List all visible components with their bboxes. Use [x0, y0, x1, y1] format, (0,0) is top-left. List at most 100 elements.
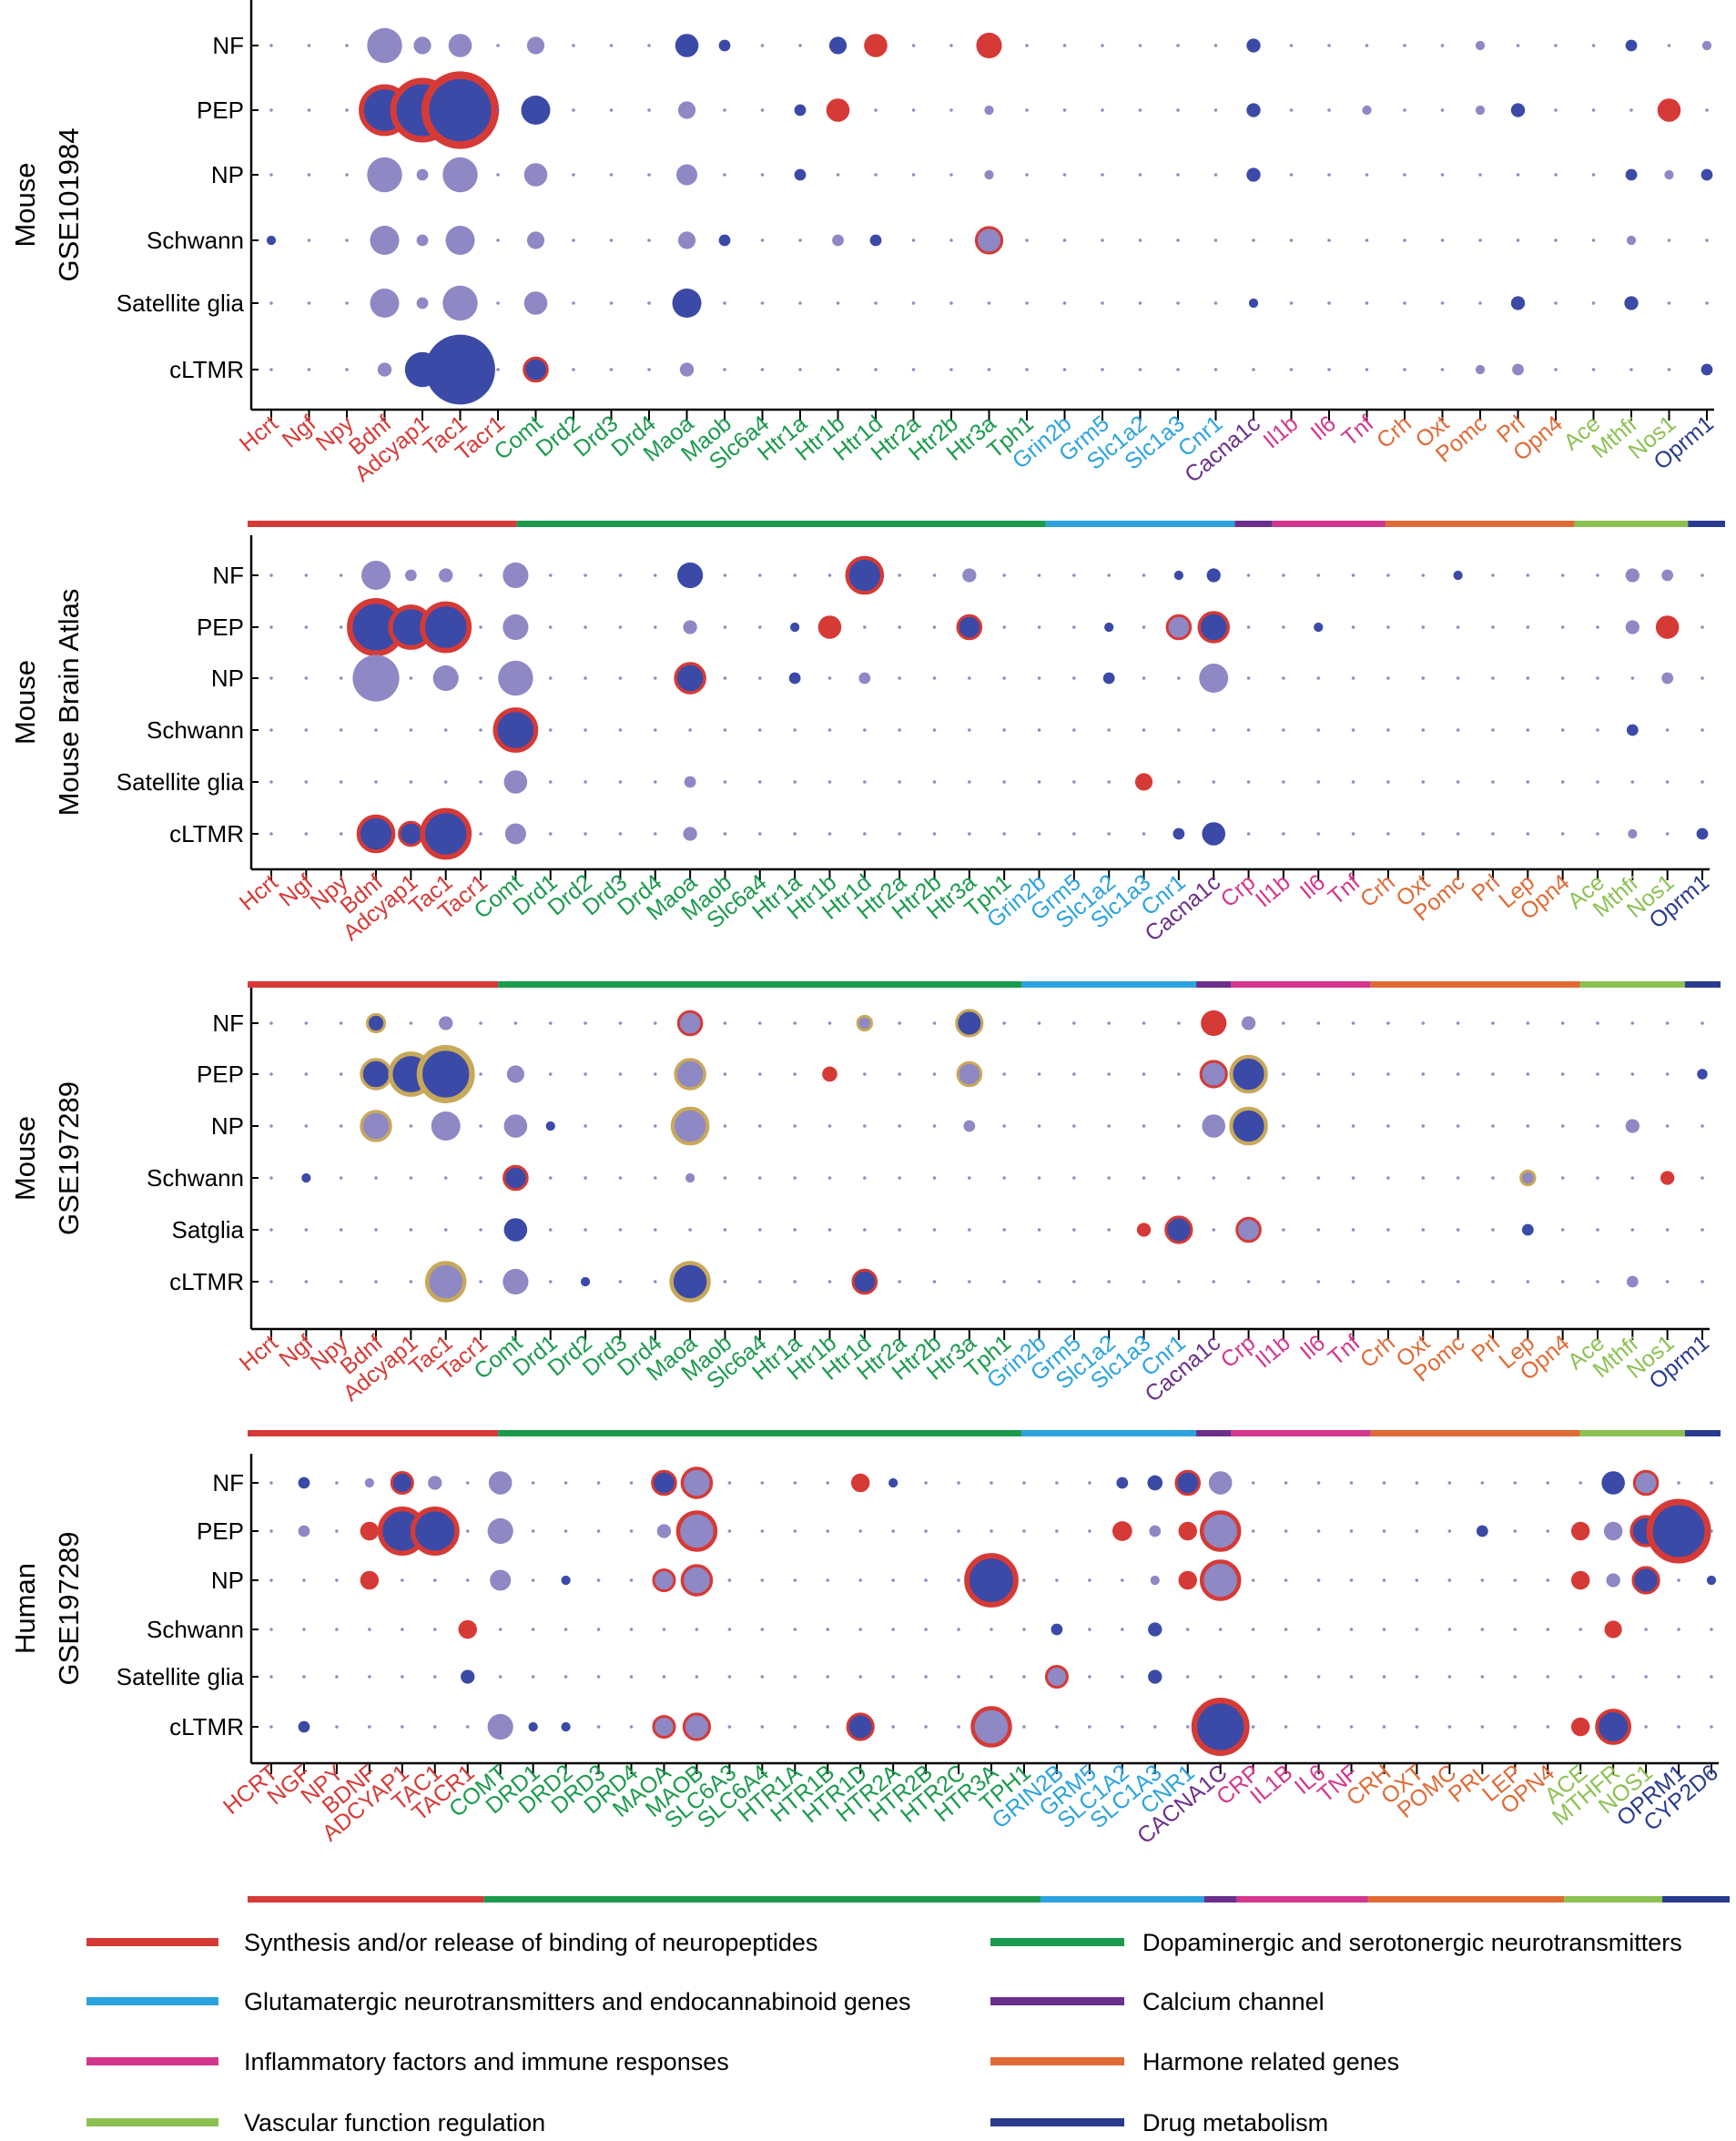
dot-schwann-cacna1c: [1212, 1176, 1216, 1180]
category-bar-synthesis-and-or-release-of-binding-of-neuropeptides: [248, 1896, 484, 1903]
dot-cltmr-tac1: [432, 1725, 437, 1729]
dot-np-tph1: [1025, 173, 1029, 177]
dot-satellite-glia-drd3: [618, 780, 623, 784]
dot-cltmr-htr2b: [932, 1280, 937, 1284]
dot-satellite-glia-tnf: [1351, 780, 1355, 784]
dot-satglia-grm5: [1072, 1228, 1076, 1232]
dot-nf-crh: [1386, 1021, 1390, 1025]
dot-nf-ngf: [304, 573, 309, 577]
dot-np-opn4: [1560, 676, 1565, 680]
dot-cltmr-comt: [523, 356, 549, 383]
dot-cltmr-htr1d: [851, 1268, 878, 1295]
dot-cltmr-prl: [1491, 832, 1495, 836]
dot-pep-tnf: [1351, 1072, 1355, 1076]
dot-nf-drd3: [618, 573, 623, 577]
dot-cltmr-opn4: [1554, 368, 1558, 371]
dot-nf-maob: [718, 39, 731, 52]
dot-nf-crh: [1386, 573, 1390, 577]
dot-satellite-glia-grm5: [1101, 301, 1104, 305]
dot-np-drd2: [561, 1575, 571, 1586]
dot-nf-drd4: [647, 44, 651, 47]
dot-nf-mthfr: [1630, 1021, 1635, 1025]
dot-cltmr-htr2b: [924, 1725, 928, 1729]
dot-schwann-tph1: [1022, 1628, 1026, 1631]
dot-pep-slc1a3: [1176, 108, 1180, 112]
dot-nf-hcrt: [269, 1021, 273, 1025]
dot-schwann-hcrt: [269, 1628, 273, 1631]
dot-satellite-glia-grm5: [1088, 1675, 1091, 1679]
dot-satellite-glia-ace: [1596, 780, 1599, 784]
dot-satglia-ngf: [304, 1228, 309, 1232]
dot-cltmr-npy: [339, 832, 343, 836]
dot-pep-ngf: [304, 625, 309, 629]
dot-satellite-glia-tacr1: [479, 780, 482, 784]
dot-np-oprm1: [1700, 676, 1704, 680]
dot-satellite-glia-pomc: [1447, 1675, 1452, 1679]
dot-satellite-glia-ace: [1579, 1675, 1582, 1679]
dot-np-drd1: [531, 1578, 535, 1582]
dot-schwann-htr1d: [863, 728, 867, 732]
dot-np-slc1a3: [1142, 676, 1146, 680]
dot-satellite-glia-lep: [1526, 780, 1530, 784]
dot-cltmr-tac1: [425, 334, 495, 405]
dot-np-opn4: [1560, 1124, 1565, 1128]
dot-satglia-drd4: [653, 1228, 657, 1232]
dot-np-mthfr: [1606, 1573, 1620, 1588]
dot-schwann-il1b: [1284, 1628, 1288, 1631]
dot-np-tnf: [1365, 173, 1369, 177]
dot-nf-il1b: [1282, 573, 1285, 577]
panel-title-line2: Mouse Brain Atlas: [53, 589, 85, 817]
dot-nf-lep: [1513, 1481, 1518, 1485]
dot-pep-tacr1: [496, 108, 500, 112]
dot-schwann-prl: [1516, 238, 1520, 242]
dot-nf-slc1a2: [1138, 44, 1142, 47]
panel-title-line1: Mouse: [9, 162, 41, 247]
dot-schwann-drd2: [584, 1176, 587, 1180]
dot-satglia-crh: [1386, 1228, 1390, 1232]
dot-schwann-npy: [335, 1628, 339, 1631]
dot-pep-lep: [1526, 1072, 1530, 1076]
dot-np-ngf: [307, 173, 311, 177]
dot-pep-prl: [1476, 1525, 1488, 1537]
dot-satellite-glia-tac1: [432, 1675, 437, 1679]
dot-np-prl: [1491, 1124, 1495, 1128]
dot-cltmr-slc1a3: [1142, 1280, 1146, 1284]
dot-np-adcyap1: [416, 168, 429, 181]
dot-nf-lep: [1526, 1021, 1530, 1025]
dot-nf-npy: [335, 1481, 339, 1485]
dot-schwann-nos1: [1660, 1171, 1675, 1185]
dot-pep-drd3: [618, 625, 623, 629]
dot-pep-drd2: [584, 625, 587, 629]
dot-nf-maoa: [677, 562, 704, 589]
dot-schwann-slc1a3: [1176, 238, 1180, 242]
dot-satellite-glia-tph1: [1025, 301, 1029, 305]
dot-np-tacr1: [479, 1124, 482, 1128]
dot-nf-grm5: [1072, 1021, 1076, 1025]
dot-satellite-glia-il6: [1316, 1675, 1321, 1679]
dot-satglia-slc1a2: [1107, 1228, 1111, 1232]
dot-np-htr1a: [793, 1578, 797, 1582]
dots: [269, 1009, 1708, 1303]
dot-schwann-pomc: [1456, 1176, 1460, 1180]
dot-cltmr-tacr1: [465, 1725, 470, 1729]
dot-schwann-comt: [503, 1164, 529, 1192]
dot-nf-opn4: [1546, 1481, 1550, 1485]
dot-np-prl: [1516, 173, 1520, 177]
dot-pep-htr3a: [956, 614, 983, 641]
dot-pep-slc1a2: [1104, 622, 1114, 633]
dot-satellite-glia-nos1: [1644, 1675, 1648, 1679]
dot-schwann-drd1: [548, 1176, 553, 1180]
dot-satellite-glia-htr1d: [858, 1675, 862, 1679]
dot-satellite-glia-htr2b: [932, 780, 937, 784]
dot-plot-panels: Mouse GSE101984 NF PEP NP Schwann Satellite gl…: [9, 0, 1730, 1903]
dot-nf-nos1: [1661, 569, 1674, 582]
dot-cltmr-drd3: [618, 1280, 623, 1284]
dot-np-maoa: [652, 1568, 676, 1593]
category-bar-vascular-function-regulation: [1579, 1430, 1685, 1436]
dot-np-crh: [1403, 173, 1406, 177]
dot-cltmr-adcyap1: [409, 1280, 413, 1284]
dot-np-htr2c: [957, 1578, 960, 1582]
dot-pep-ngf: [307, 108, 311, 112]
legend-swatch: [86, 1997, 218, 2005]
row-label-np: NP: [211, 1112, 244, 1140]
